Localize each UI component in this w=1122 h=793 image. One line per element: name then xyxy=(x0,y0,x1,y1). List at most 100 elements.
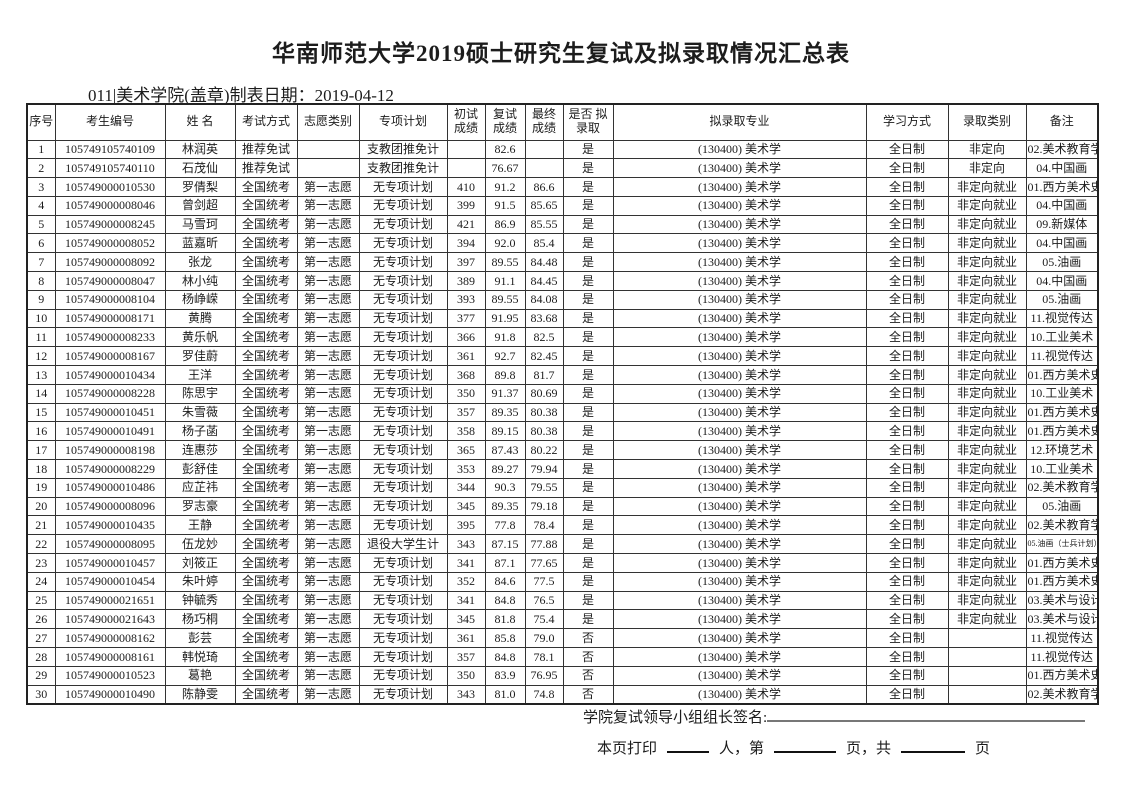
cell: 105749000021651 xyxy=(54,590,166,611)
cell: 全日制 xyxy=(865,515,949,536)
cell: 否 xyxy=(562,628,614,649)
cell: 全日制 xyxy=(865,233,949,254)
cell: 全国统考 xyxy=(234,177,298,197)
table-row: 23 105749000010457 刘筱正 全国统考 第一志愿 无专项计划 341 87.1… xyxy=(26,553,1099,573)
cell: 全日制 xyxy=(865,496,949,517)
cell: (130400) 美术学 xyxy=(612,477,867,498)
cell: 12 xyxy=(26,346,56,367)
cell: 343 xyxy=(446,534,486,555)
cell: 03.美术与设计 xyxy=(1025,590,1099,611)
cell: (130400) 美术学 xyxy=(612,383,867,404)
cell: 9 xyxy=(26,289,56,310)
cell xyxy=(947,628,1027,649)
column-header: 专项计划 xyxy=(358,103,448,141)
cell: 非定向就业 xyxy=(947,459,1027,479)
cell: 朱叶婷 xyxy=(164,571,236,592)
cell: 23 xyxy=(26,553,56,573)
cell: 全日制 xyxy=(865,195,949,216)
column-header: 姓 名 xyxy=(164,103,236,141)
print-count-blank xyxy=(667,740,710,753)
cell: 第一志愿 xyxy=(296,496,360,517)
cell: 无专项计划 xyxy=(358,365,448,385)
cell: 87.15 xyxy=(484,534,526,555)
cell: 全日制 xyxy=(865,308,949,329)
cell: 361 xyxy=(446,346,486,367)
table-row: 14 105749000008228 陈思宇 全国统考 第一志愿 无专项计划 350 91.3… xyxy=(26,383,1099,404)
cell: (130400) 美术学 xyxy=(612,346,867,367)
cell: 林小纯 xyxy=(164,271,236,291)
cell: 第一志愿 xyxy=(296,590,360,611)
cell: 105749000010491 xyxy=(54,421,166,442)
cell: 张龙 xyxy=(164,252,236,273)
cell: 非定向就业 xyxy=(947,496,1027,517)
page-footer: 学院复试领导小组组长签名: 本页打印 人，第 页，共 页 xyxy=(583,706,1086,758)
cell: 马雪珂 xyxy=(164,214,236,235)
cell: 105749000008245 xyxy=(54,214,166,235)
cell: 3 xyxy=(26,177,56,197)
cell: 全国统考 xyxy=(234,647,298,667)
cell: 第一志愿 xyxy=(296,195,360,216)
cell: 86.6 xyxy=(524,177,564,197)
cell: 365 xyxy=(446,440,486,461)
cell: 全国统考 xyxy=(234,496,298,517)
column-header: 是否 拟录取 xyxy=(562,103,614,141)
people-label: 人，第 xyxy=(719,741,765,757)
header-row: 序号 考生编号姓 名考试方式 志愿类别 专项计划 初试 成绩 复试 成绩 最终 成绩 是否 拟… xyxy=(26,103,1099,141)
cell: (130400) 美术学 xyxy=(612,139,867,160)
cell: 非定向 xyxy=(947,158,1027,179)
cell: 15 xyxy=(26,402,56,423)
cell: 76.95 xyxy=(524,665,564,686)
cell: 105749000021643 xyxy=(54,609,166,630)
cell: 是 xyxy=(562,477,614,498)
cell: 344 xyxy=(446,477,486,498)
cell xyxy=(296,139,360,160)
cell: 无专项计划 xyxy=(358,233,448,254)
cell: 罗倩梨 xyxy=(164,177,236,197)
cell: 无专项计划 xyxy=(358,177,448,197)
cell: 第一志愿 xyxy=(296,571,360,592)
cell: 02.美术教育学 xyxy=(1025,684,1099,705)
cell: (130400) 美术学 xyxy=(612,665,867,686)
cell: 非定向就业 xyxy=(947,440,1027,461)
cell: 105749000010490 xyxy=(54,684,166,705)
cell: 10.工业美术 xyxy=(1025,327,1099,348)
cell: 79.18 xyxy=(524,496,564,517)
cell: 非定向就业 xyxy=(947,515,1027,536)
cell: 368 xyxy=(446,365,486,385)
cell: 全国统考 xyxy=(234,233,298,254)
cell: 82.45 xyxy=(524,346,564,367)
cell: (130400) 美术学 xyxy=(612,459,867,479)
cell: 341 xyxy=(446,553,486,573)
cell: 第一志愿 xyxy=(296,289,360,310)
cell: 358 xyxy=(446,421,486,442)
cell: 79.0 xyxy=(524,628,564,649)
cell: 86.9 xyxy=(484,214,526,235)
cell: 全日制 xyxy=(865,214,949,235)
cell: 85.4 xyxy=(524,233,564,254)
column-header: 序号 xyxy=(26,103,56,141)
cell: (130400) 美术学 xyxy=(612,421,867,442)
cell: 11.视觉传达 xyxy=(1025,308,1099,329)
cell: 第一志愿 xyxy=(296,477,360,498)
cell: 105749000010451 xyxy=(54,402,166,423)
cell: 105749000010530 xyxy=(54,177,166,197)
cell: 87.1 xyxy=(484,553,526,573)
cell: 全日制 xyxy=(865,252,949,273)
cell: 105749105740110 xyxy=(54,158,166,179)
cell: 84.08 xyxy=(524,289,564,310)
cell: 全日制 xyxy=(865,177,949,197)
cell: 是 xyxy=(562,571,614,592)
cell: 是 xyxy=(562,289,614,310)
cell: 黄腾 xyxy=(164,308,236,329)
column-header: 录取类别 xyxy=(947,103,1027,141)
cell: 7 xyxy=(26,252,56,273)
cell: 非定向就业 xyxy=(947,421,1027,442)
cell: 是 xyxy=(562,440,614,461)
cell: 是 xyxy=(562,365,614,385)
cell: 无专项计划 xyxy=(358,308,448,329)
cell: 82.5 xyxy=(524,327,564,348)
cell: 非定向就业 xyxy=(947,289,1027,310)
cell: 第一志愿 xyxy=(296,383,360,404)
table-row: 19 105749000010486 应芷祎 全国统考 第一志愿 无专项计划 344 90.3… xyxy=(26,477,1099,498)
table-row: 6 105749000008052 蓝嘉昕 全国统考 第一志愿 无专项计划 394 92.0 8… xyxy=(26,233,1099,254)
